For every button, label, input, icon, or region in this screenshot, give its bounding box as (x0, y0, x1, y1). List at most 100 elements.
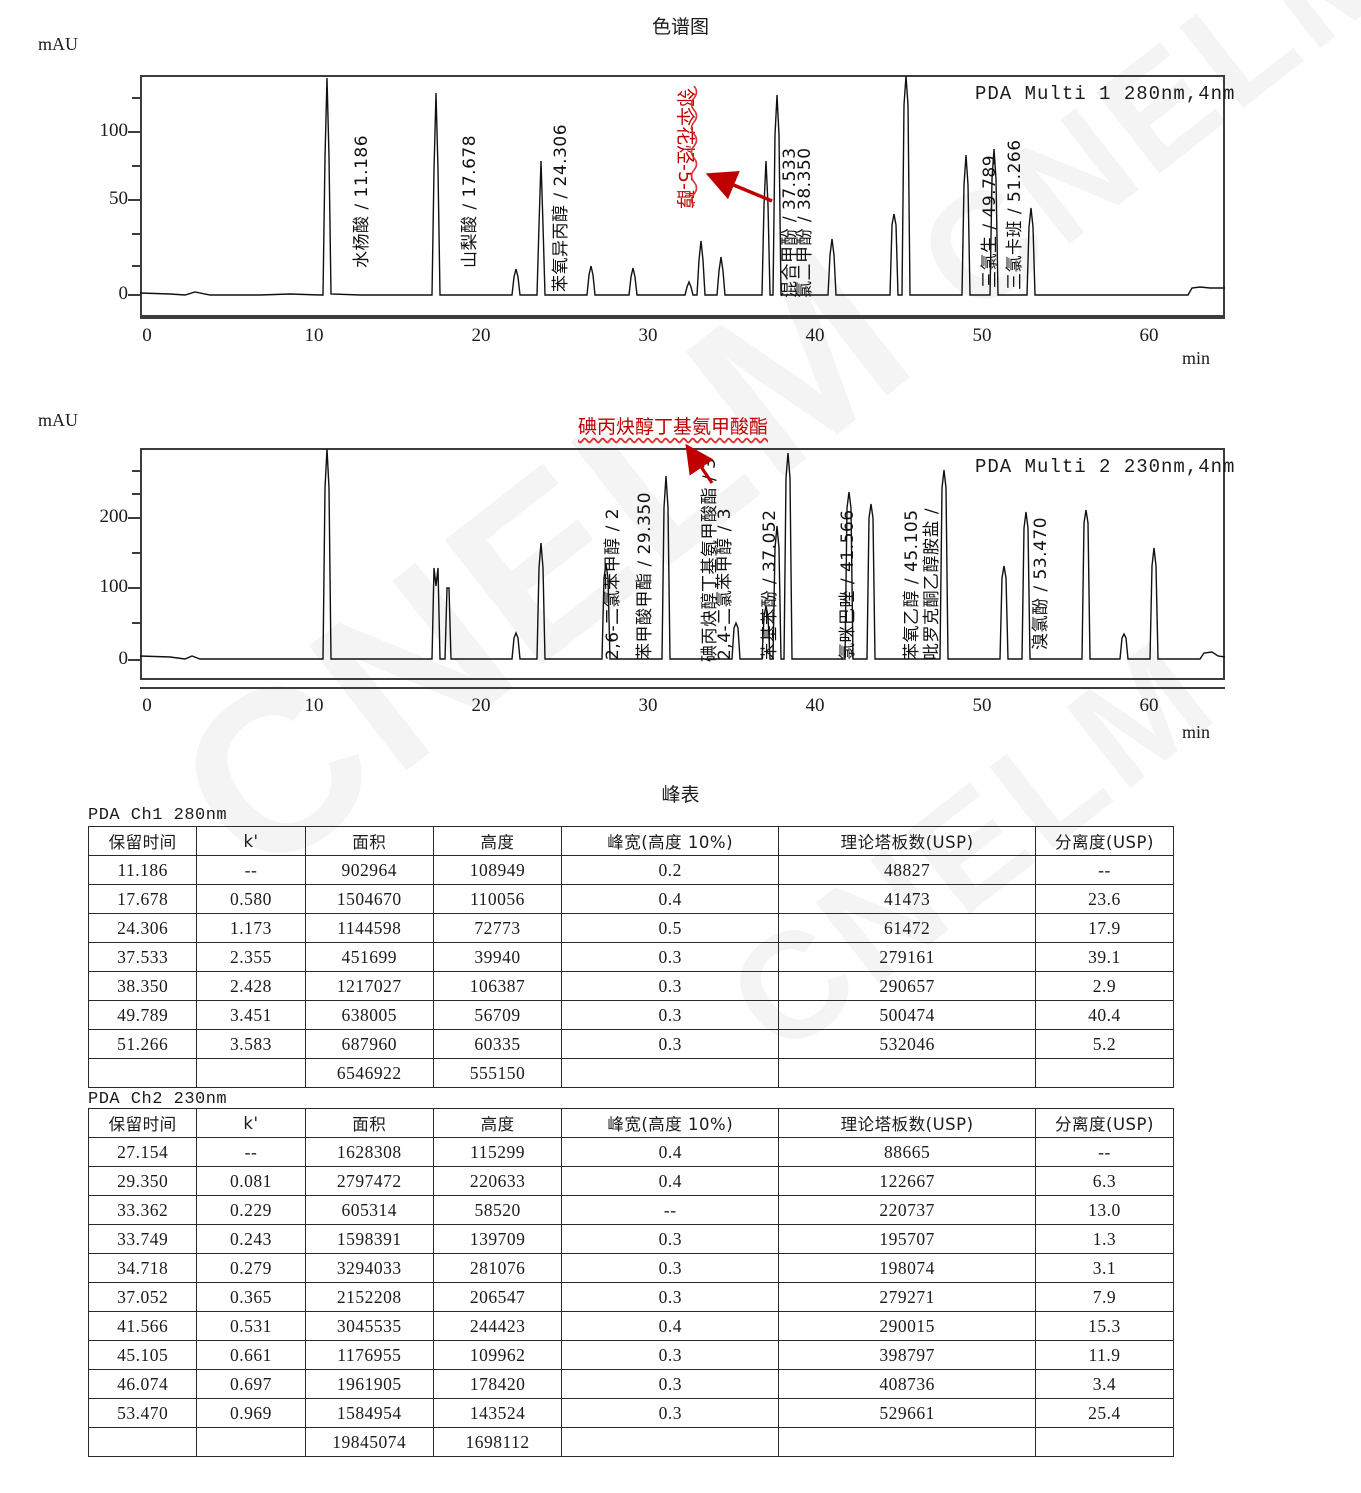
table-header-row: 保留时间 k' 面积 高度 峰宽(高度 10%) 理论塔板数(USP) 分离度(… (87, 826, 1175, 856)
cell-resolution: 3.4 (1034, 1369, 1175, 1399)
chart2-xtick-60: 60 (1139, 695, 1159, 716)
chart2-xtick-50: 50 (972, 695, 992, 716)
cell-width: 0.3 (561, 1369, 780, 1399)
cell-total-height: 555150 (432, 1058, 563, 1088)
cell-width: 0.3 (561, 1340, 780, 1370)
table-row: 33.362 0.229 605314 58520 -- 220737 13.0 (87, 1195, 1175, 1225)
chart1-xtick-0: 0 (142, 325, 152, 346)
cell-k: 3.451 (196, 1000, 306, 1030)
cell-area: 1961905 (304, 1369, 434, 1399)
cell-rt: 34.718 (87, 1253, 198, 1283)
chart1-detector-tag: PDA Multi 1 280nm,4nm (975, 83, 1236, 105)
cell-resolution (1034, 1427, 1175, 1457)
cell-height: 220633 (432, 1166, 563, 1196)
chart2-peak-label-bromochlorophen: 溴氯酚 / 53.470 (1031, 516, 1051, 650)
cell-rt: 38.350 (87, 971, 198, 1001)
cell-plates: 122667 (778, 1166, 1036, 1196)
col-k-prime: k' (196, 826, 306, 856)
cell-resolution: 2.9 (1034, 971, 1175, 1001)
chart-title: 色谱图 (651, 16, 709, 38)
chart1-xtick-10: 10 (304, 325, 324, 346)
cell-plates: 408736 (778, 1369, 1036, 1399)
cell-k: 0.661 (196, 1340, 306, 1370)
cell-resolution: -- (1034, 1137, 1175, 1167)
peak-table-title: 峰表 (661, 784, 700, 806)
ch1-table-caption: PDA Ch1 280nm (88, 806, 228, 825)
cell-rt: 27.154 (87, 1137, 198, 1167)
cell-plates: 48827 (778, 855, 1036, 885)
table-row: 27.154 -- 1628308 115299 0.4 88665 -- (87, 1137, 1175, 1167)
cell-area: 1504670 (304, 884, 434, 914)
cell-rt: 46.074 (87, 1369, 198, 1399)
chart1-xtick-50: 50 (972, 325, 992, 346)
chart2-trace (140, 448, 1225, 660)
cell-plates: 195707 (778, 1224, 1036, 1254)
cell-k (196, 1427, 306, 1457)
cell-k: -- (196, 1137, 306, 1167)
cell-width: 0.5 (561, 913, 780, 943)
cell-total-area: 19845074 (304, 1427, 434, 1457)
cell-total-height: 1698112 (432, 1427, 563, 1457)
col-k-prime: k' (196, 1108, 306, 1138)
col-height: 高度 (432, 826, 563, 856)
chart2-annotation-arrow (685, 443, 714, 484)
cell-area: 1584954 (304, 1398, 434, 1428)
table-row: 46.074 0.697 1961905 178420 0.3 408736 3… (87, 1369, 1175, 1399)
cell-rt (87, 1058, 198, 1088)
col-peak-width: 峰宽(高度 10%) (561, 1108, 780, 1138)
cell-plates (778, 1427, 1036, 1457)
cell-resolution: 3.1 (1034, 1253, 1175, 1283)
chart1-x-axis (140, 317, 1225, 319)
chart1-peak-label-triclocarban: 三氯卡班 / 51.266 (1005, 139, 1025, 290)
cell-plates: 290015 (778, 1311, 1036, 1341)
table-row: 38.350 2.428 1217027 106387 0.3 290657 2… (87, 971, 1175, 1001)
cell-height: 56709 (432, 1000, 563, 1030)
cell-area: 1144598 (304, 913, 434, 943)
chart2-detector-tag: PDA Multi 2 230nm,4nm (975, 456, 1236, 478)
ch2-peak-table: 保留时间 k' 面积 高度 峰宽(高度 10%) 理论塔板数(USP) 分离度(… (87, 1108, 1175, 1457)
cell-plates: 279161 (778, 942, 1036, 972)
cell-resolution: 17.9 (1034, 913, 1175, 943)
col-area: 面积 (304, 826, 434, 856)
cell-k: 0.969 (196, 1398, 306, 1428)
cell-area: 2797472 (304, 1166, 434, 1196)
chart2-peak-label-phenylphenol: 苯基苯酚 / 37.052 (760, 509, 780, 660)
col-peak-width: 峰宽(高度 10%) (561, 826, 780, 856)
chart2-xtick-30: 30 (638, 695, 658, 716)
cell-plates: 279271 (778, 1282, 1036, 1312)
cell-total-area: 6546922 (304, 1058, 434, 1088)
chart2-y-unit: mAU (38, 410, 78, 430)
col-height: 高度 (432, 1108, 563, 1138)
cell-area: 1217027 (304, 971, 434, 1001)
cell-rt: 29.350 (87, 1166, 198, 1196)
cell-height: 72773 (432, 913, 563, 943)
chart1-x-unit: min (1182, 348, 1211, 368)
cell-area: 451699 (304, 942, 434, 972)
cell-k: 0.697 (196, 1369, 306, 1399)
chart2-ytick-200: 200 (99, 506, 129, 527)
cell-k: 0.531 (196, 1311, 306, 1341)
cell-k: 2.428 (196, 971, 306, 1001)
chart2-ytick-0: 0 (118, 648, 129, 669)
cell-width: 0.3 (561, 942, 780, 972)
chart2-peak-label-24-dichlorobenzyl-alcohol: 2,4-二氯苯甲醇 / 3 (715, 507, 735, 660)
cell-width: 0.4 (561, 1166, 780, 1196)
chart1-peak-label-triclosan: 三氯生 / 49.789 (980, 154, 1000, 288)
chart2-peak-label-climbazole: 氯咪巴唑 / 41.566 (838, 509, 858, 660)
cell-width: 0.2 (561, 855, 780, 885)
chart1-annotation-arrow (706, 171, 773, 203)
cell-width: 0.3 (561, 1398, 780, 1428)
cell-width: 0.3 (561, 971, 780, 1001)
table-row: 51.266 3.583 687960 60335 0.3 532046 5.2 (87, 1029, 1175, 1059)
chart1-xtick-20: 20 (471, 325, 491, 346)
cell-area: 1628308 (304, 1137, 434, 1167)
cell-plates: 41473 (778, 884, 1036, 914)
chart2-ytick-100: 100 (99, 576, 129, 597)
table-total-row: 6546922 555150 (87, 1058, 1175, 1088)
cell-rt: 17.678 (87, 884, 198, 914)
cell-width: 0.3 (561, 1282, 780, 1312)
cell-height: 39940 (432, 942, 563, 972)
cell-width (561, 1058, 780, 1088)
table-row: 29.350 0.081 2797472 220633 0.4 122667 6… (87, 1166, 1175, 1196)
